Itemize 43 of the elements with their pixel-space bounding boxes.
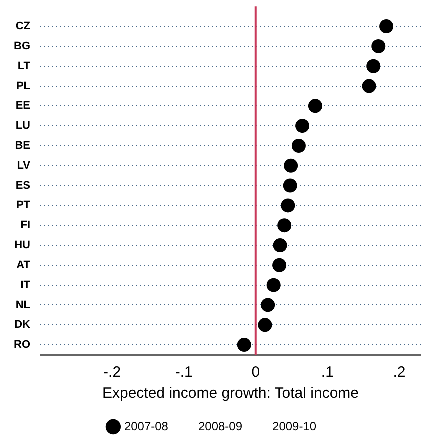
y-tick-label: ES — [16, 180, 30, 192]
text: 2009-10 — [272, 419, 317, 434]
y-tick-label: NL — [16, 299, 31, 312]
point — [237, 338, 252, 352]
y-tick-label: LT — [18, 60, 31, 72]
y-tick-label: PT — [16, 200, 31, 212]
y-tick-label: HU — [14, 240, 31, 252]
x-tick-label: .2 — [393, 364, 406, 382]
point — [273, 238, 288, 253]
point — [380, 20, 394, 34]
y-tick-label: BE — [15, 140, 30, 152]
text: 2008-09 — [198, 419, 243, 434]
point — [308, 99, 322, 114]
point — [278, 218, 292, 233]
point — [296, 119, 310, 134]
y-tick-label: PL — [16, 80, 31, 92]
point — [272, 258, 287, 272]
x-tick-label: 0 — [252, 364, 260, 382]
x-axis-title: Expected income growth: Total income — [102, 385, 360, 402]
point — [283, 178, 298, 193]
y-tick-label: IT — [20, 279, 31, 292]
y-tick-label: BG — [14, 40, 30, 52]
x-tick-label: -.1 — [175, 364, 193, 382]
y-tick-label: FI — [20, 220, 30, 232]
point — [362, 79, 376, 94]
y-tick-label: LV — [17, 160, 32, 172]
point — [258, 318, 272, 332]
point — [372, 39, 386, 54]
y-tick-label: CZ — [16, 20, 31, 33]
x-tick-label: .1 — [321, 364, 334, 382]
y-tick-label: EE — [16, 100, 30, 112]
point — [284, 158, 298, 173]
point — [281, 198, 296, 213]
x-tick-label: -.2 — [104, 364, 122, 382]
point — [266, 278, 281, 292]
y-tick-label: DK — [14, 319, 31, 332]
y-tick-label: AT — [16, 259, 31, 272]
point — [366, 59, 381, 74]
point — [261, 298, 276, 312]
y-tick-label: RO — [14, 339, 31, 352]
y-tick-label: LU — [16, 120, 31, 132]
point — [292, 138, 306, 153]
legend-label: 2007-08 — [124, 419, 169, 434]
